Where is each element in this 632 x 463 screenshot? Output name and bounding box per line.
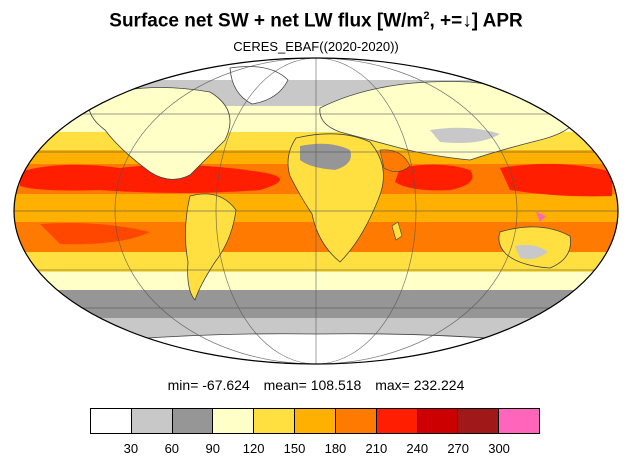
colorbar-swatch	[172, 409, 214, 433]
colorbar-swatch	[417, 409, 459, 433]
colorbar-swatch	[499, 409, 539, 433]
stat-min: min= -67.624	[167, 377, 250, 393]
globe-outline	[13, 57, 619, 365]
region-arabia	[379, 149, 411, 172]
colorbar-swatch	[295, 409, 336, 433]
colorbar-swatch	[213, 409, 255, 433]
colorbar-tick-label: 150	[283, 441, 306, 456]
region-madagascar	[391, 221, 403, 241]
graticule	[14, 58, 618, 364]
stats-line: min= -67.624 mean= 108.518 max= 232.224	[0, 377, 632, 393]
stat-max: max= 232.224	[375, 377, 465, 393]
colorbar-tick-label: 60	[164, 441, 180, 456]
region-north-atlantic-pacific-red	[20, 164, 280, 193]
region-himalaya-grey	[430, 127, 500, 143]
colorbar-tick-label: 300	[488, 441, 510, 456]
colorbar-swatch	[131, 409, 173, 433]
map-title: Surface net SW + net LW flux [W/m2, +=↓]…	[109, 10, 523, 32]
continent-eurasia	[319, 81, 581, 161]
colorbar-tick-label: 240	[406, 441, 429, 456]
colorbar-swatch	[91, 409, 132, 433]
region-pink-pacific	[536, 212, 546, 222]
map-subtitle: CERES_EBAF((2020-2020))	[233, 39, 399, 54]
region-sahara-grey	[300, 143, 351, 170]
colorbar-tick-label: 210	[365, 441, 388, 456]
colorbar-ticks: 30 60 90 120 150 180 210 240 270 300	[90, 441, 540, 457]
continent-north-america	[88, 87, 231, 180]
region-australia-grey	[515, 244, 548, 260]
colorbar-tick-label: 120	[242, 441, 265, 456]
region-south-pacific-orange	[40, 223, 150, 245]
colorbar-swatch	[458, 409, 500, 433]
continent-south-america	[185, 193, 237, 301]
colorbar	[90, 408, 540, 434]
stat-mean: mean= 108.518	[263, 377, 362, 393]
colorbar-tick-label: 270	[447, 441, 470, 456]
colorbar-swatch	[335, 409, 377, 433]
colorbar-tick-label: 90	[205, 441, 220, 456]
colorbar-swatch	[376, 409, 418, 433]
colorbar-tick-label: 180	[324, 441, 347, 456]
colorbar-tick-label: 30	[123, 441, 139, 456]
colorbar-swatch	[254, 409, 296, 433]
region-west-pacific-red	[500, 163, 612, 197]
